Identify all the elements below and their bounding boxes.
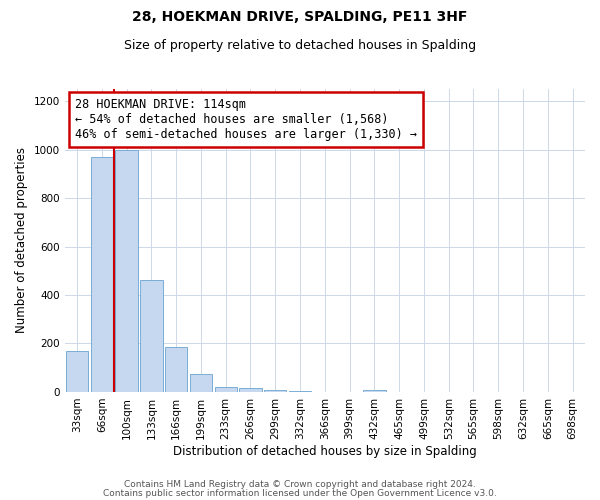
Bar — [140, 280, 163, 392]
Bar — [363, 390, 386, 392]
Bar — [66, 351, 88, 392]
Bar — [190, 374, 212, 392]
Text: 28 HOEKMAN DRIVE: 114sqm
← 54% of detached houses are smaller (1,568)
46% of sem: 28 HOEKMAN DRIVE: 114sqm ← 54% of detach… — [75, 98, 417, 141]
Bar — [91, 157, 113, 392]
Bar — [239, 388, 262, 392]
Text: Contains public sector information licensed under the Open Government Licence v3: Contains public sector information licen… — [103, 488, 497, 498]
X-axis label: Distribution of detached houses by size in Spalding: Distribution of detached houses by size … — [173, 444, 477, 458]
Text: Contains HM Land Registry data © Crown copyright and database right 2024.: Contains HM Land Registry data © Crown c… — [124, 480, 476, 489]
Text: Size of property relative to detached houses in Spalding: Size of property relative to detached ho… — [124, 39, 476, 52]
Y-axis label: Number of detached properties: Number of detached properties — [15, 148, 28, 334]
Bar — [165, 347, 187, 392]
Bar — [264, 390, 286, 392]
Bar — [215, 386, 237, 392]
Bar — [289, 390, 311, 392]
Bar — [115, 150, 138, 392]
Text: 28, HOEKMAN DRIVE, SPALDING, PE11 3HF: 28, HOEKMAN DRIVE, SPALDING, PE11 3HF — [133, 10, 467, 24]
